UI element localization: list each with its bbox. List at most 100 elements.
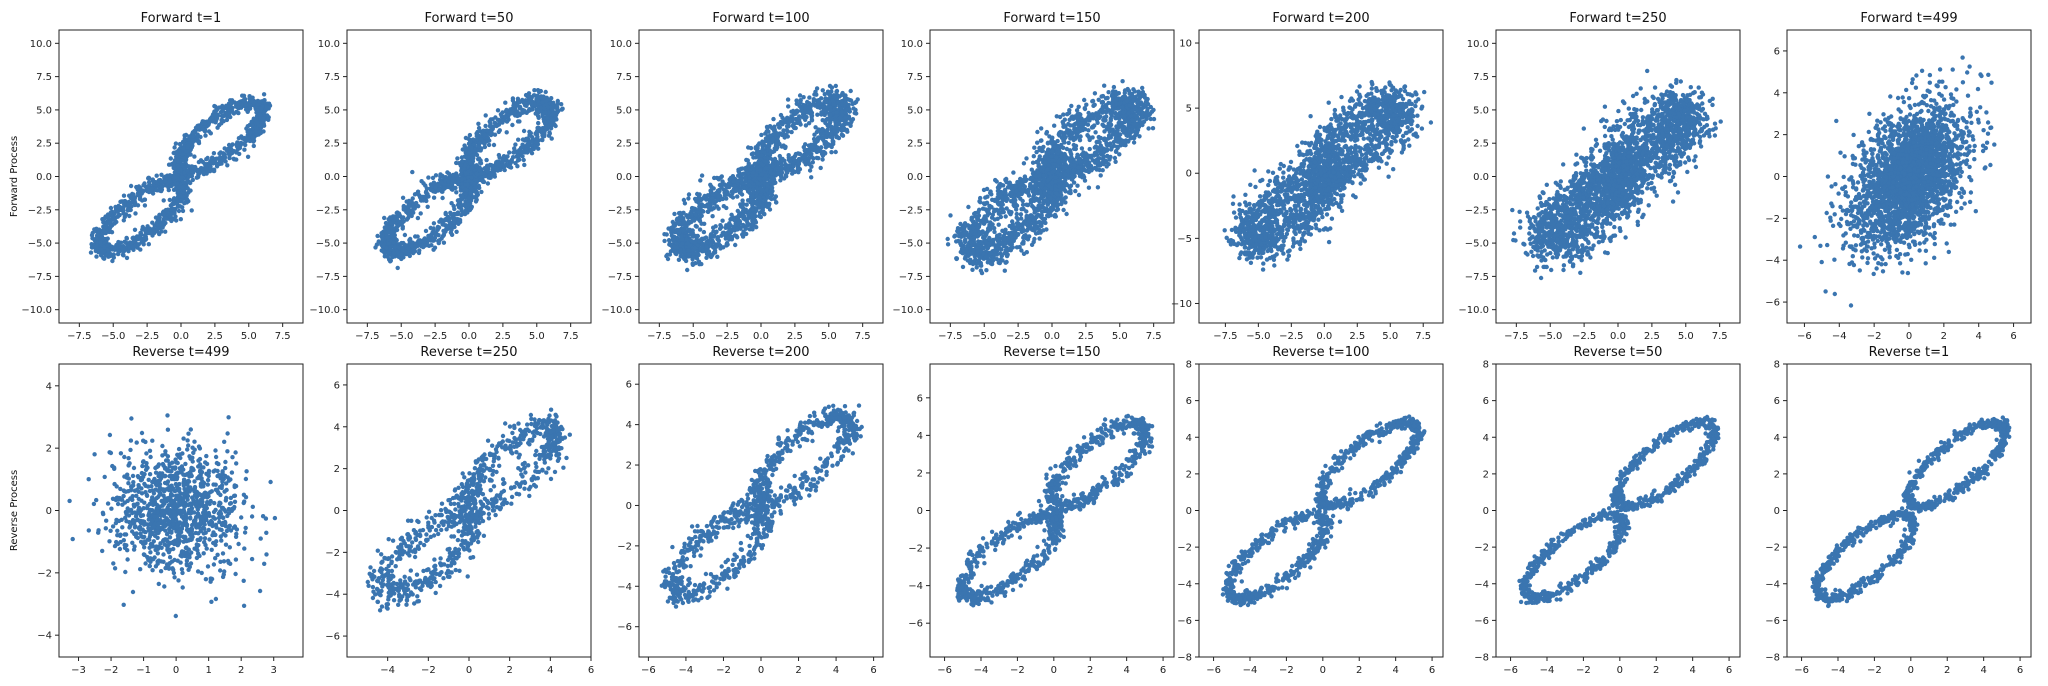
scatter-point	[175, 158, 180, 164]
scatter-point	[755, 181, 760, 186]
scatter-point	[202, 121, 208, 126]
scatter-point	[464, 171, 470, 176]
scatter-point	[716, 193, 721, 199]
scatter-point	[389, 225, 394, 230]
scatter-point	[94, 226, 99, 231]
scatter-point	[410, 240, 415, 245]
scatter-point	[479, 137, 484, 142]
scatter-point	[826, 124, 831, 129]
scatter-point	[471, 195, 477, 200]
scatter-point	[412, 249, 418, 254]
scatter-point	[190, 164, 196, 170]
scatter-point	[519, 145, 524, 150]
scatter-point	[724, 196, 729, 201]
scatter-point	[393, 217, 398, 222]
scatter-point	[686, 192, 692, 197]
scatter-point	[704, 255, 709, 260]
scatter-point	[693, 251, 699, 256]
scatter-point	[825, 131, 830, 136]
scatter-point	[810, 160, 815, 165]
x-tick-label: 2.5	[207, 331, 223, 342]
scatter-point	[755, 143, 761, 148]
scatter-point	[99, 234, 105, 240]
scatter-point	[105, 215, 110, 221]
scatter-point	[245, 136, 251, 141]
scatter-point	[686, 252, 692, 257]
scatter-point	[226, 142, 232, 148]
scatter-point	[540, 137, 545, 143]
scatter-point	[127, 202, 132, 207]
scatter-point	[794, 98, 799, 103]
scatter-point	[816, 98, 821, 103]
scatter-point	[150, 191, 156, 196]
scatter-point	[759, 209, 764, 215]
scatter-point	[421, 244, 426, 250]
scatter-point	[803, 142, 808, 147]
scatter-point	[662, 238, 667, 244]
scatter-point	[111, 252, 117, 257]
y-tick-label: 0.0	[324, 172, 340, 183]
scatter-point	[681, 216, 686, 221]
scatter-point	[710, 238, 715, 243]
scatter-point	[211, 159, 216, 164]
scatter-point	[840, 90, 845, 96]
scatter-point	[769, 175, 775, 180]
scatter-point	[186, 143, 191, 148]
scatter-point	[515, 164, 520, 169]
scatter-point	[177, 149, 182, 154]
x-tick-label: −2.5	[135, 331, 159, 342]
scatter-point	[243, 102, 249, 108]
scatter-point	[710, 214, 715, 219]
scatter-point	[790, 123, 795, 128]
scatter-point	[820, 157, 825, 162]
scatter-point	[441, 240, 447, 245]
scatter-point	[431, 195, 437, 200]
scatter-point	[500, 159, 505, 164]
scatter-point	[785, 167, 791, 173]
scatter-point	[760, 139, 765, 144]
scatter-point	[511, 150, 516, 155]
scatter-point	[504, 158, 509, 163]
scatter-point	[786, 124, 791, 129]
scatter-point	[445, 224, 450, 229]
scatter-point	[438, 218, 443, 223]
scatter-point	[700, 248, 706, 254]
scatter-point	[426, 233, 431, 239]
scatter-point	[710, 192, 716, 198]
scatter-point	[850, 101, 855, 107]
scatter-point	[683, 258, 689, 264]
scatter-point	[175, 175, 180, 181]
scatter-point	[744, 231, 749, 237]
scatter-point	[438, 180, 444, 185]
scatter-point	[521, 100, 527, 106]
scatter-point	[243, 107, 249, 112]
y-tick-label: −2.5	[608, 205, 632, 216]
scatter-point	[462, 187, 468, 192]
scatter-point	[448, 210, 453, 215]
scatter-point	[695, 191, 700, 197]
scatter-point	[806, 110, 811, 115]
scatter-point	[227, 153, 232, 158]
scatter-point	[503, 115, 508, 120]
scatter-point	[179, 175, 184, 180]
scatter-point	[417, 239, 422, 244]
scatter-point	[714, 198, 719, 204]
scatter-point	[832, 106, 838, 112]
scatter-point	[155, 226, 160, 231]
scatter-point	[739, 177, 744, 182]
scatter-point	[759, 187, 765, 193]
scatter-point	[750, 194, 755, 199]
scatter-point	[802, 148, 807, 153]
scatter-point	[762, 159, 768, 164]
scatter-point	[512, 111, 517, 116]
scatter-point	[728, 175, 734, 181]
scatter-point	[510, 96, 516, 101]
y-tick-label: −5.0	[608, 239, 632, 250]
scatter-point	[757, 168, 763, 173]
scatter-point	[678, 210, 683, 216]
scatter-point	[462, 163, 467, 168]
scatter-point	[163, 216, 168, 221]
scatter-point	[214, 118, 219, 123]
scatter-point	[807, 95, 812, 100]
scatter-point	[469, 145, 474, 151]
